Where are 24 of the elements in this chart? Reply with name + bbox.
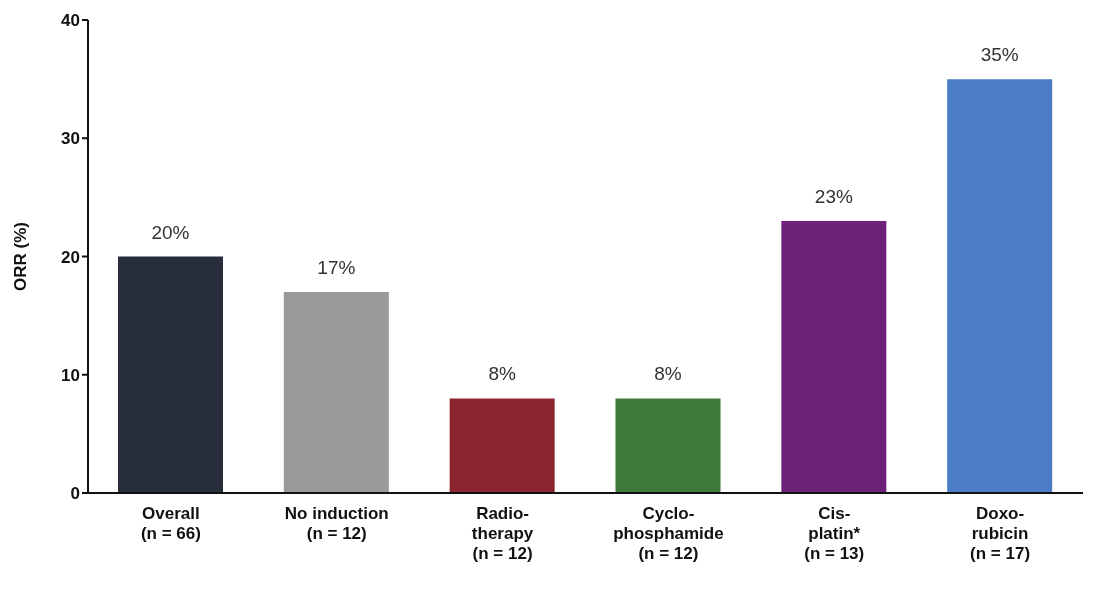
y-axis-title: ORR (%) bbox=[11, 222, 31, 291]
bar bbox=[118, 256, 223, 493]
data-label: 17% bbox=[317, 256, 356, 278]
x-tick-label: Overall (n = 66) bbox=[140, 504, 201, 543]
data-label: 8% bbox=[488, 363, 516, 385]
x-tick-label: Radio- therapy (n = 12) bbox=[471, 504, 534, 563]
x-tick-label: No induction (n = 12) bbox=[284, 504, 389, 543]
data-label: 20% bbox=[151, 221, 190, 243]
x-tick-label: Doxo- rubicin (n = 17) bbox=[970, 504, 1031, 563]
data-label: 35% bbox=[980, 44, 1019, 66]
data-label: 23% bbox=[814, 186, 853, 208]
data-label: 8% bbox=[654, 363, 682, 385]
bar bbox=[615, 398, 721, 493]
x-tick-label: Cyclo- phosphamide (n = 12) bbox=[613, 504, 724, 563]
y-tick-label: 10 bbox=[61, 365, 80, 385]
bar bbox=[947, 79, 1053, 493]
y-tick-label: 40 bbox=[61, 11, 80, 31]
bar bbox=[449, 398, 555, 493]
bar bbox=[781, 221, 887, 493]
y-tick-label: 30 bbox=[61, 129, 80, 149]
x-tick-label: Cis- platin* (n = 13) bbox=[804, 504, 865, 563]
y-tick-label: 20 bbox=[61, 247, 80, 267]
y-tick-label: 0 bbox=[70, 484, 80, 504]
bar bbox=[283, 291, 389, 493]
